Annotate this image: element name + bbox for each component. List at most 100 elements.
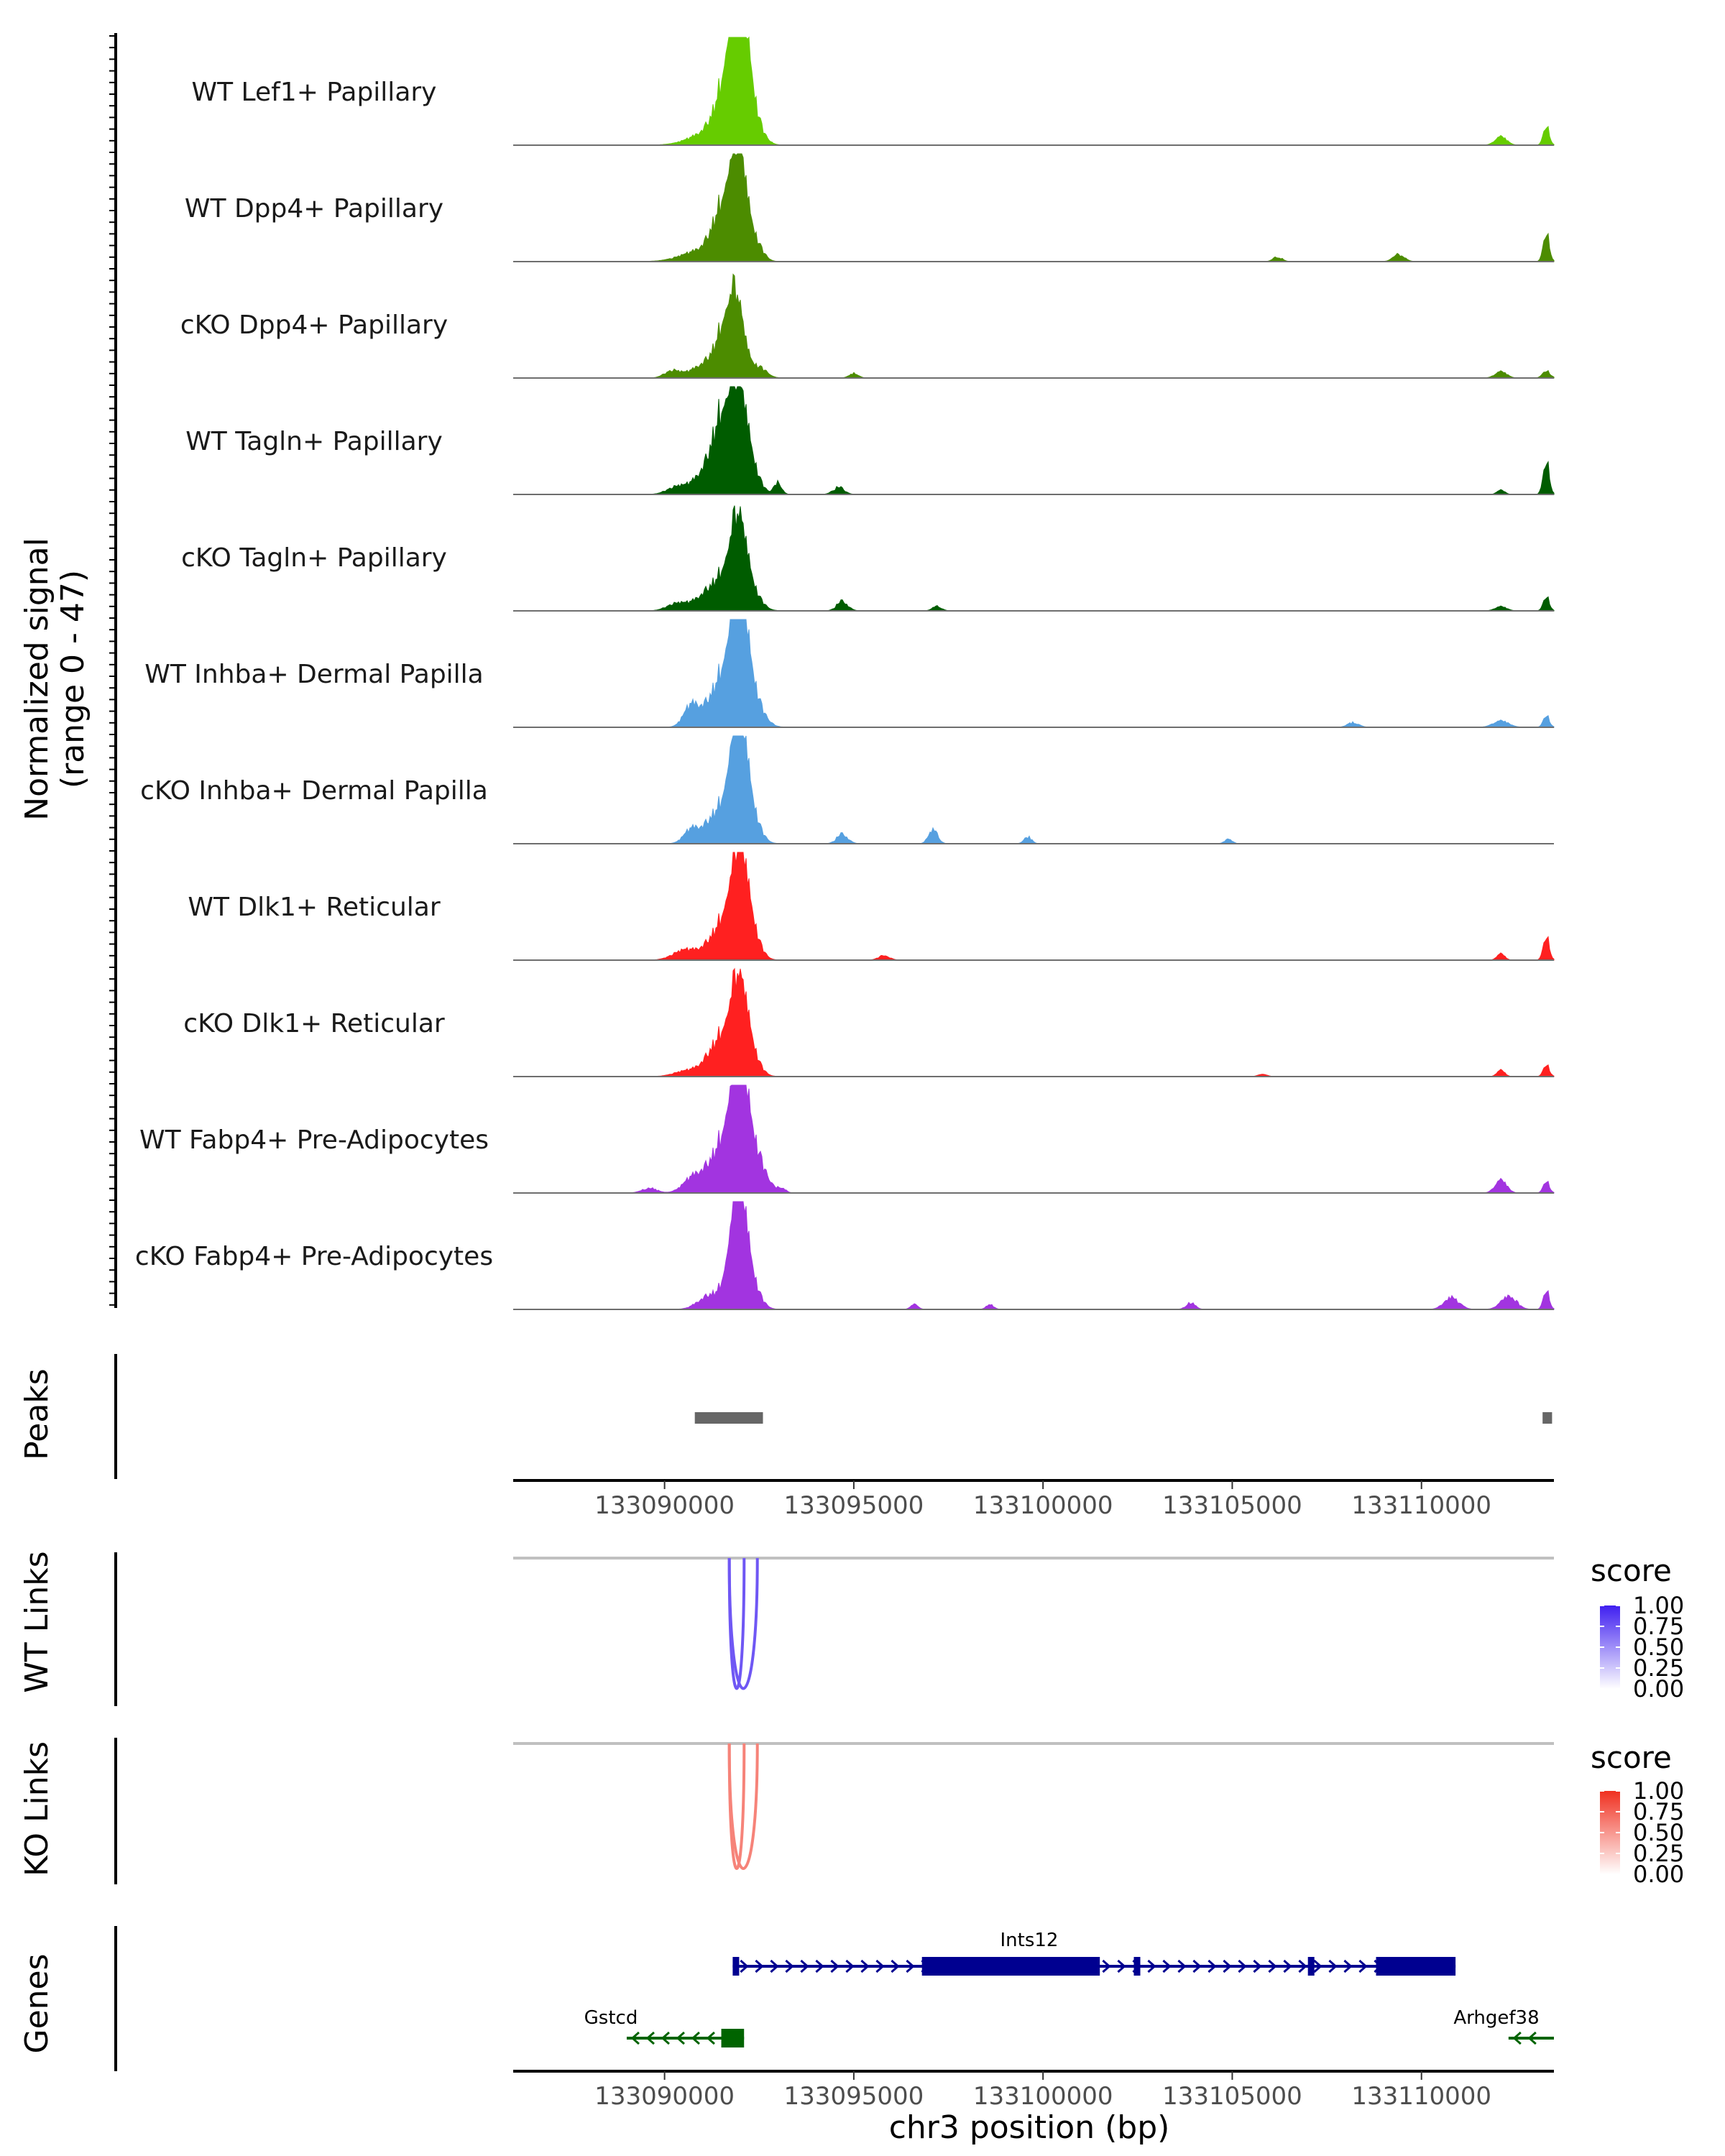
legend-tick-label: 0.75 — [1633, 1798, 1684, 1825]
strand-arrow — [740, 1959, 749, 1973]
y-axis-range: (range 0 - 47) — [55, 570, 91, 788]
strand-arrow — [785, 1959, 794, 1973]
x-tick-label: 133105000 — [1162, 1491, 1302, 1520]
genes-track: Genes Ints12 Gstcd Arhgef38 — [19, 1926, 1554, 2071]
coverage-track: WT Dpp4+ Papillary — [185, 153, 1555, 262]
strand-arrow — [1253, 1959, 1262, 1973]
coverage-area — [513, 735, 1554, 844]
track-label: cKO Inhba+ Dermal Papilla — [140, 776, 488, 806]
coverage-area — [513, 619, 1555, 728]
coverage-track: WT Tagln+ Papillary — [185, 386, 1555, 495]
coverage-track: WT Lef1+ Papillary — [192, 36, 1555, 146]
strand-arrow — [1147, 1959, 1156, 1973]
y-axis-title: Normalized signal — [19, 538, 55, 821]
strand-arrow — [1238, 1959, 1247, 1973]
strand-arrow — [1177, 1959, 1187, 1973]
coverage-track: cKO Fabp4+ Pre-Adipocytes — [135, 1201, 1555, 1310]
legend-tick-label: 0.50 — [1633, 1634, 1684, 1661]
coverage-track: cKO Dpp4+ Papillary — [180, 273, 1555, 379]
gene-transcript: Arhgef38 — [1453, 2007, 1554, 2045]
exon-block — [921, 1957, 1100, 1976]
strand-arrow — [815, 1959, 824, 1973]
strand-arrow — [770, 1959, 779, 1973]
strand-arrow — [860, 1959, 870, 1973]
legend-tick-label: 0.25 — [1633, 1654, 1684, 1682]
track-label: WT Inhba+ Dermal Papilla — [144, 660, 483, 689]
ko-links-legend-title: score — [1591, 1740, 1672, 1775]
coverage-tracks: WT Lef1+ Papillary WT Dpp4+ Papillary cKO … — [109, 33, 1555, 1310]
coverage-area — [513, 852, 1555, 961]
exon-block — [1133, 1957, 1141, 1976]
coverage-track: cKO Dlk1+ Reticular — [183, 967, 1555, 1077]
peaks-track: Peaks — [19, 1354, 1552, 1479]
x-tick-label: 133095000 — [784, 1491, 924, 1520]
exon-block — [1376, 1957, 1456, 1976]
peaks-track-label: Peaks — [19, 1368, 55, 1460]
gene-name-label: Arhgef38 — [1453, 2007, 1539, 2029]
strand-arrow — [1328, 1959, 1338, 1973]
track-label: WT Dlk1+ Reticular — [188, 893, 440, 922]
wt-links-track: WT Links score 1.000.750.500.250.00 — [19, 1551, 1684, 1706]
x-axis-upper: 133090000 133095000 133100000 133105000 1331… — [513, 1479, 1554, 1520]
wt-links-label: WT Links — [19, 1551, 55, 1692]
strand-arrow — [830, 1959, 840, 1973]
strand-arrow — [1313, 1959, 1322, 1973]
legend-tick-label: 1.00 — [1633, 1777, 1684, 1805]
legend-tick-label: 0.00 — [1633, 1675, 1684, 1703]
strand-arrow — [1283, 1959, 1292, 1973]
gene-transcript: Ints12 — [732, 1930, 1456, 1976]
ko-links-label: KO Links — [19, 1741, 55, 1876]
x-tick-label: 133090000 — [594, 2082, 735, 2111]
x-axis-title: chr3 position (bp) — [889, 2109, 1170, 2146]
strand-arrow — [800, 1959, 809, 1973]
strand-arrow — [1358, 1959, 1368, 1973]
strand-arrow — [1527, 2031, 1537, 2045]
track-label: WT Lef1+ Papillary — [192, 78, 437, 107]
link-arc — [727, 1557, 759, 1690]
coverage-area — [513, 505, 1555, 612]
legend-tick-label: 0.75 — [1633, 1613, 1684, 1640]
strand-arrow — [891, 1959, 900, 1973]
exon-block — [1307, 1957, 1315, 1976]
coverage-area — [513, 386, 1555, 495]
peak-interval — [1542, 1412, 1552, 1424]
x-tick-label: 133110000 — [1351, 1491, 1491, 1520]
gene-name-label: Gstcd — [584, 2007, 638, 2029]
track-label: cKO Dpp4+ Papillary — [180, 310, 448, 340]
strand-arrow — [630, 2031, 640, 2045]
coverage-track: WT Dlk1+ Reticular — [188, 852, 1555, 961]
x-tick-label: 133100000 — [973, 2082, 1113, 2111]
ko-links-track: KO Links score 1.000.750.500.250.00 — [19, 1738, 1684, 1888]
coverage-track: cKO Tagln+ Papillary — [181, 505, 1555, 612]
x-tick-label: 133095000 — [784, 2082, 924, 2111]
strand-arrow — [1512, 2031, 1522, 2045]
gene-transcript: Gstcd — [584, 2007, 745, 2047]
genes-track-label: Genes — [19, 1953, 55, 2053]
exon-block — [732, 1957, 740, 1976]
x-tick-label: 133105000 — [1162, 2082, 1302, 2111]
coverage-area — [513, 967, 1555, 1077]
track-label: cKO Dlk1+ Reticular — [183, 1009, 445, 1038]
track-label: cKO Tagln+ Papillary — [181, 543, 447, 573]
exon-block — [721, 2029, 740, 2047]
signal-y-axis-title: Normalized signal (range 0 - 47) — [19, 538, 91, 821]
strand-arrow — [755, 1959, 764, 1973]
strand-arrow — [1298, 1959, 1307, 1973]
x-axis-lower: chr3 position (bp) 133090000 133095000 133… — [513, 2070, 1554, 2146]
track-label: WT Dpp4+ Papillary — [185, 194, 443, 224]
coverage-area — [513, 1201, 1555, 1310]
strand-arrow — [1343, 1959, 1353, 1973]
track-label: cKO Fabp4+ Pre-Adipocytes — [135, 1242, 493, 1271]
x-tick-label: 133110000 — [1351, 2082, 1491, 2111]
strand-arrow — [706, 2031, 715, 2045]
strand-arrow — [1223, 1959, 1232, 1973]
strand-arrow — [1162, 1959, 1172, 1973]
x-tick-label: 133090000 — [594, 1491, 735, 1520]
track-label: WT Tagln+ Papillary — [185, 427, 443, 456]
strand-arrow — [875, 1959, 885, 1973]
legend-tick-label: 0.50 — [1633, 1819, 1684, 1846]
coverage-track: WT Inhba+ Dermal Papilla — [144, 619, 1555, 728]
legend-tick-label: 0.00 — [1633, 1861, 1684, 1888]
